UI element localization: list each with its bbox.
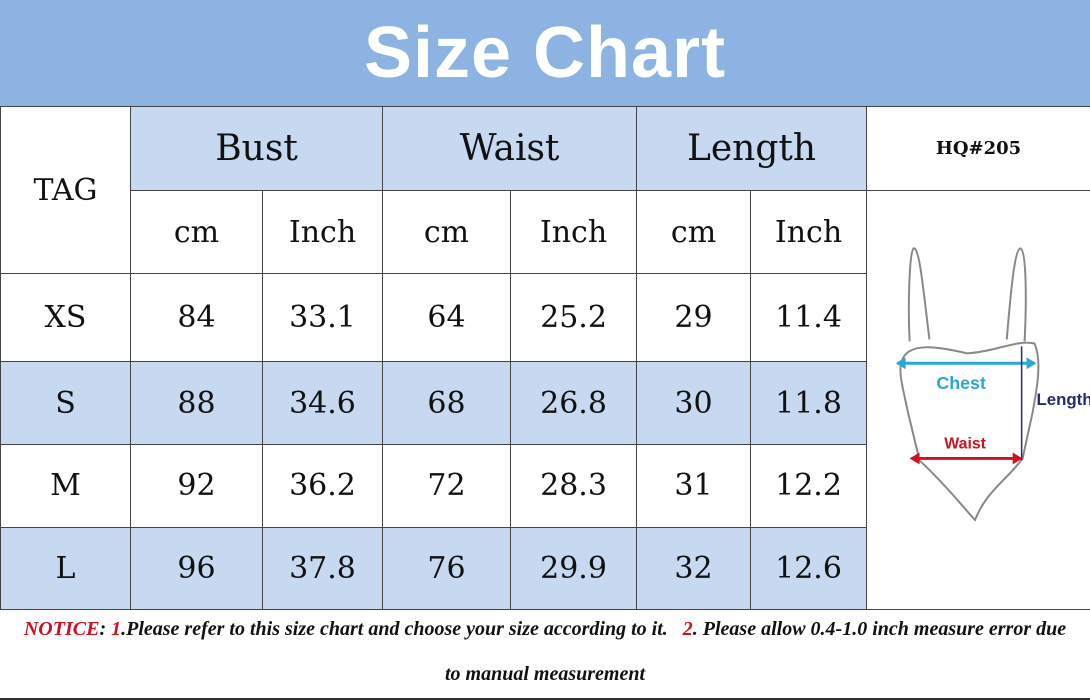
cell: 12.6 bbox=[750, 526, 868, 611]
cell: 31 bbox=[636, 444, 752, 528]
bust-header: Bust bbox=[130, 106, 383, 191]
product-code: HQ#205 bbox=[866, 106, 1090, 191]
cell: 76 bbox=[382, 526, 511, 611]
size-tag: S bbox=[0, 360, 131, 446]
cell: 37.8 bbox=[262, 526, 383, 611]
cell: 64 bbox=[382, 273, 511, 362]
cell: 32 bbox=[636, 526, 752, 611]
tag-header: TAG bbox=[0, 105, 131, 275]
table-row: L 96 37.8 76 29.9 32 12.6 bbox=[0, 526, 1090, 611]
cell: 11.8 bbox=[750, 360, 868, 446]
cell: 12.2 bbox=[750, 444, 868, 528]
garment-diagram: Chest Length Waist bbox=[866, 190, 1090, 610]
table-row: S 88 34.6 68 26.8 30 11.8 bbox=[0, 360, 1090, 446]
notice-text: . Please allow 0.4-1.0 inch measure erro… bbox=[692, 618, 1067, 640]
table-row: XS 84 33.1 64 25.2 29 11.4 bbox=[0, 273, 1090, 362]
cell: 92 bbox=[130, 444, 263, 528]
length-header: Length bbox=[636, 106, 868, 191]
cell: 29 bbox=[636, 273, 752, 362]
length-label: Length bbox=[1036, 390, 1090, 409]
cell: 88 bbox=[130, 360, 263, 446]
cell: 26.8 bbox=[509, 360, 638, 446]
page-title: Size Chart bbox=[363, 13, 727, 93]
chest-label: Chest bbox=[936, 373, 986, 393]
notice-text: .Please refer to this size chart and cho… bbox=[121, 618, 668, 640]
size-tag: L bbox=[0, 526, 131, 611]
cell: 36.2 bbox=[262, 444, 383, 528]
cell: 11.4 bbox=[750, 273, 868, 362]
size-tag: M bbox=[0, 444, 131, 528]
cell: 84 bbox=[130, 273, 263, 362]
notice: NOTICE: 1.Please refer to this size char… bbox=[0, 604, 1090, 700]
unit-header: cm bbox=[130, 189, 263, 275]
cell: 72 bbox=[382, 444, 511, 528]
notice-number: 1 bbox=[111, 618, 122, 640]
unit-header: Inch bbox=[262, 189, 383, 275]
unit-header: cm bbox=[636, 189, 752, 275]
cell: 68 bbox=[382, 360, 511, 446]
unit-header: Inch bbox=[750, 189, 868, 275]
table-row: M 92 36.2 72 28.3 31 12.2 bbox=[0, 444, 1090, 528]
cell: 34.6 bbox=[262, 360, 383, 446]
cell: 96 bbox=[130, 526, 263, 611]
cell: 29.9 bbox=[509, 526, 638, 611]
waist-header: Waist bbox=[381, 106, 638, 191]
size-table: TAG Bust Waist Length HQ#205 cm Inch cm … bbox=[0, 105, 1090, 611]
cell: 33.1 bbox=[262, 273, 383, 362]
unit-header: Inch bbox=[509, 189, 638, 275]
unit-header: cm bbox=[382, 189, 511, 275]
cell: 25.2 bbox=[509, 273, 638, 362]
title-banner: Size Chart bbox=[0, 0, 1090, 106]
cell: 28.3 bbox=[509, 444, 638, 528]
notice-label: NOTICE bbox=[23, 618, 100, 640]
waist-label: Waist bbox=[944, 436, 986, 453]
cell: 30 bbox=[636, 360, 752, 446]
notice-text: to manual measurement bbox=[444, 663, 646, 685]
notice-number: 2 bbox=[682, 618, 693, 640]
size-tag: XS bbox=[0, 273, 131, 362]
